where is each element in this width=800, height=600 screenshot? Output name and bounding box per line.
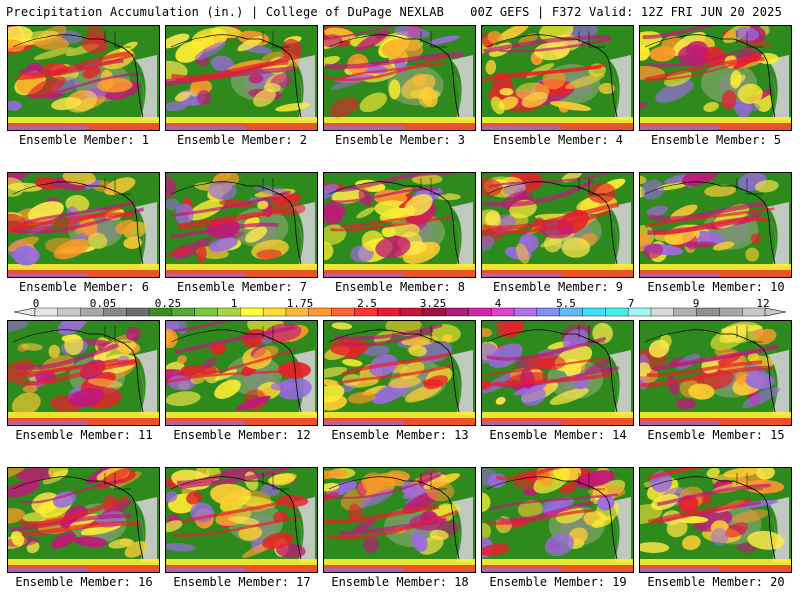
colorbar-swatch	[513, 307, 538, 317]
precip-map	[165, 320, 318, 426]
precip-map	[481, 467, 634, 573]
ensemble-member-panel	[7, 320, 160, 426]
ensemble-member-label: Ensemble Member: 20	[647, 575, 785, 589]
colorbar-tick-label: 9	[692, 297, 700, 310]
precip-map	[323, 320, 476, 426]
precip-map	[323, 172, 476, 278]
ensemble-member-label: Ensemble Member: 8	[334, 280, 466, 294]
precip-map	[639, 25, 792, 131]
colorbar-swatch	[331, 307, 355, 317]
ensemble-member-label: Ensemble Member: 14	[489, 428, 627, 442]
colorbar-tick-label: 2.5	[357, 297, 377, 310]
ensemble-member-panel	[639, 467, 792, 573]
colorbar-swatch	[376, 307, 401, 317]
ensemble-member-label: Ensemble Member: 7	[176, 280, 308, 294]
ensemble-member-panel	[7, 25, 160, 131]
colorbar-tick-label: 1	[230, 297, 238, 310]
ensemble-member-label: Ensemble Member: 16	[15, 575, 153, 589]
colorbar-tick-label: 1.75	[286, 297, 314, 310]
colorbar-tick-label: 0.05	[89, 297, 117, 310]
precip-map	[639, 467, 792, 573]
precip-map	[165, 172, 318, 278]
colorbar-swatch	[719, 307, 743, 317]
colorbar-swatch	[240, 307, 264, 317]
ensemble-member-label: Ensemble Member: 5	[650, 133, 782, 147]
ensemble-member-panel	[323, 172, 476, 278]
precip-map	[323, 25, 476, 131]
ensemble-member-label: Ensemble Member: 10	[647, 280, 785, 294]
ensemble-member-panel	[481, 25, 634, 131]
ensemble-member-label: Ensemble Member: 12	[173, 428, 311, 442]
ensemble-member-panel	[7, 467, 160, 573]
precip-map	[7, 320, 160, 426]
precip-map	[481, 25, 634, 131]
ensemble-member-label: Ensemble Member: 9	[492, 280, 624, 294]
colorbar-swatch	[126, 307, 150, 317]
precip-map	[7, 172, 160, 278]
ensemble-member-label: Ensemble Member: 2	[176, 133, 308, 147]
precip-map	[639, 172, 792, 278]
ensemble-member-label: Ensemble Member: 11	[15, 428, 153, 442]
colorbar-swatch	[57, 307, 82, 317]
ensemble-member-label: Ensemble Member: 4	[492, 133, 624, 147]
ensemble-member-label: Ensemble Member: 13	[331, 428, 469, 442]
map-title-right: 00Z GEFS | F372 Valid: 12Z FRI JUN 20 20…	[470, 5, 782, 19]
precip-map	[481, 320, 634, 426]
ensemble-member-panel	[481, 467, 634, 573]
ensemble-member-panel	[165, 172, 318, 278]
ensemble-member-label: Ensemble Member: 17	[173, 575, 311, 589]
colorbar-swatch	[650, 307, 675, 317]
colorbar-swatch	[468, 307, 492, 317]
ensemble-member-panel	[323, 320, 476, 426]
ensemble-member-panel	[323, 25, 476, 131]
colorbar-tick-label: 0	[32, 297, 40, 310]
precip-map	[639, 320, 792, 426]
precip-map	[7, 25, 160, 131]
ensemble-member-label: Ensemble Member: 19	[489, 575, 627, 589]
ensemble-member-panel	[7, 172, 160, 278]
ensemble-member-label: Ensemble Member: 15	[647, 428, 785, 442]
map-title-left: Precipitation Accumulation (in.) | Colle…	[6, 5, 445, 19]
ensemble-member-panel	[323, 467, 476, 573]
precip-map	[165, 467, 318, 573]
colorbar-swatch	[194, 307, 219, 317]
colorbar-tick-label: 0.25	[154, 297, 182, 310]
precip-map	[323, 467, 476, 573]
ensemble-member-panel	[165, 467, 318, 573]
ensemble-member-label: Ensemble Member: 18	[331, 575, 469, 589]
colorbar-swatch	[262, 307, 287, 317]
ensemble-member-panel	[639, 320, 792, 426]
ensemble-member-label: Ensemble Member: 1	[18, 133, 150, 147]
colorbar-swatch	[605, 307, 629, 317]
ensemble-member-panel	[639, 25, 792, 131]
colorbar-tick-label: 4	[494, 297, 502, 310]
precipitation-colorbar	[13, 307, 787, 317]
ensemble-member-panel	[481, 320, 634, 426]
colorbar-tick-label: 3.25	[419, 297, 447, 310]
colorbar-tick-label: 12	[756, 297, 770, 310]
ensemble-member-panel	[639, 172, 792, 278]
ensemble-member-panel	[165, 25, 318, 131]
precip-map	[7, 467, 160, 573]
colorbar-right-arrow	[764, 307, 787, 317]
colorbar-tick-label: 5.5	[556, 297, 576, 310]
ensemble-member-panel	[481, 172, 634, 278]
ensemble-member-label: Ensemble Member: 3	[334, 133, 466, 147]
colorbar-swatch	[445, 307, 469, 317]
ensemble-member-label: Ensemble Member: 6	[18, 280, 150, 294]
colorbar-swatch	[582, 307, 606, 317]
precip-map	[165, 25, 318, 131]
colorbar-swatch	[696, 307, 720, 317]
ensemble-member-panel	[165, 320, 318, 426]
colorbar-tick-label: 7	[627, 297, 635, 310]
precip-map	[481, 172, 634, 278]
